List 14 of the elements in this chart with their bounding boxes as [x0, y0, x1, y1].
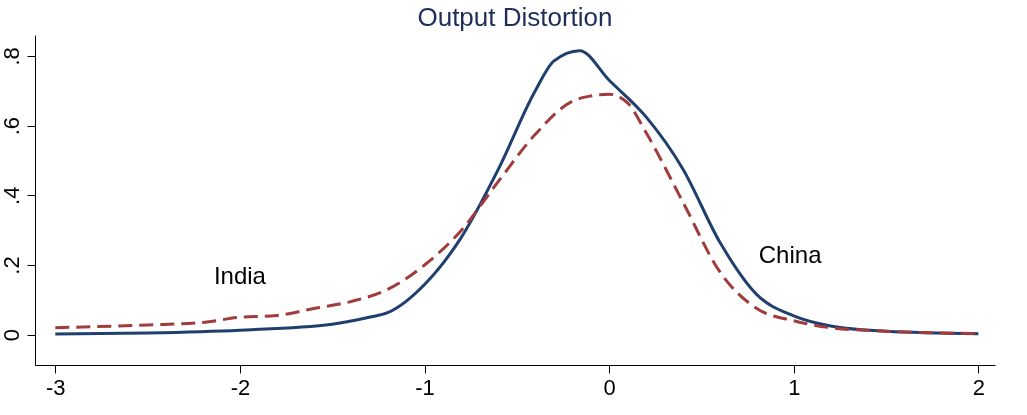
x-tick-label: -3 [46, 374, 66, 400]
x-tick-label: 0 [603, 374, 616, 400]
y-tick-label: .6 [0, 116, 24, 136]
y-tick-label: .8 [0, 47, 24, 66]
x-tick-label: -1 [415, 374, 435, 400]
y-tick-label: 0 [0, 329, 24, 342]
x-tick-label: 2 [972, 374, 986, 400]
series-label: India [213, 262, 267, 290]
series-label: China [758, 240, 823, 268]
x-tick-label: 1 [788, 374, 801, 400]
x-tick-label: -2 [230, 374, 251, 400]
y-tick-label: .2 [0, 256, 24, 275]
chart-title: Output Distortion [417, 2, 613, 32]
y-tick-label: .4 [0, 186, 24, 205]
